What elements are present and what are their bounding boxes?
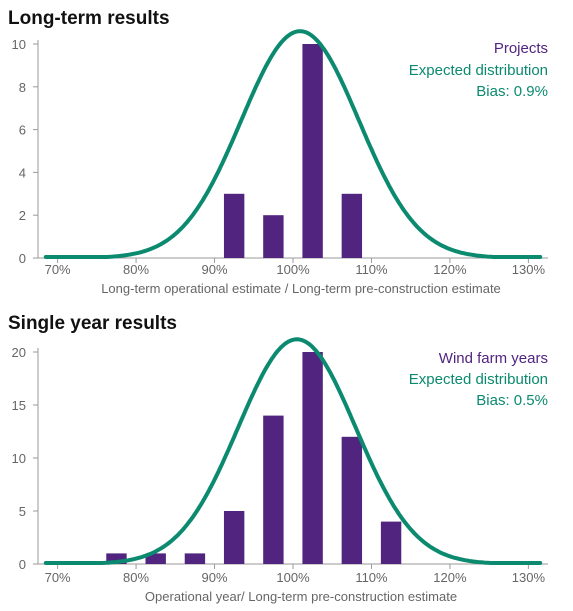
- bar: [341, 193, 363, 258]
- bar: [380, 521, 402, 564]
- legend-entry: Wind farm years: [439, 350, 548, 367]
- y-tick-label: 0: [19, 251, 26, 266]
- x-axis-label: Operational year/ Long-term pre-construc…: [145, 589, 457, 604]
- y-tick-label: 10: [12, 37, 26, 52]
- bar: [302, 352, 323, 564]
- y-tick-label: 2: [19, 208, 26, 223]
- y-tick-label: 6: [19, 123, 26, 138]
- legend-entry: Bias: 0.9%: [476, 83, 548, 100]
- y-tick-label: 15: [12, 398, 26, 413]
- chart-title: Single year results: [8, 313, 177, 334]
- bar: [184, 553, 206, 564]
- single-year-panel: Single year results 0 5 10 15 20 70% 80% 90% 100…: [0, 305, 573, 611]
- y-tick-label: 10: [12, 451, 26, 466]
- bar: [263, 415, 284, 564]
- x-tick-label: 110%: [355, 262, 388, 277]
- y-tick-label: 8: [19, 80, 26, 95]
- expected-distribution-curve: [43, 337, 543, 565]
- y-tick-label: 0: [19, 557, 26, 572]
- bar: [106, 553, 127, 564]
- x-tick-label: 70%: [45, 570, 71, 585]
- x-tick-label: 100%: [276, 262, 310, 277]
- chart-title: Long-term results: [8, 8, 170, 29]
- x-tick-label: 130%: [512, 570, 546, 585]
- x-tick-label: 120%: [433, 570, 467, 585]
- bar: [263, 215, 284, 258]
- x-tick-label: 120%: [433, 262, 467, 277]
- legend-entry: Bias: 0.5%: [476, 392, 548, 409]
- y-tick-label: 4: [19, 165, 26, 180]
- bar: [223, 511, 245, 564]
- legend-entry: Expected distribution: [409, 62, 548, 79]
- y-tick-label: 5: [19, 504, 26, 519]
- x-tick-label: 90%: [202, 570, 228, 585]
- bar: [223, 193, 245, 258]
- x-tick-label: 130%: [512, 262, 546, 277]
- long-term-chart: 0 2 4 6 8 10 70% 80% 90% 100% 110% 120% 130% Long-ter…: [12, 29, 548, 296]
- x-tick-label: 80%: [123, 570, 149, 585]
- y-tick-label: 20: [12, 345, 26, 360]
- legend-entry: Expected distribution: [409, 371, 548, 388]
- x-tick-label: 90%: [202, 262, 228, 277]
- x-tick-label: 100%: [276, 570, 310, 585]
- long-term-panel: Long-term results 0 2 4 6 8 10 70% 80% 90% 100% 11…: [0, 0, 573, 305]
- expected-distribution-curve: [43, 29, 543, 259]
- x-axis-label: Long-term operational estimate / Long-te…: [101, 281, 501, 296]
- legend-entry: Projects: [494, 40, 548, 57]
- x-tick-label: 110%: [355, 570, 388, 585]
- bar: [341, 436, 363, 564]
- single-year-chart: 0 5 10 15 20 70% 80% 90% 100% 110% 120% 130% Operati…: [12, 337, 548, 604]
- x-tick-label: 80%: [123, 262, 149, 277]
- bar: [302, 44, 323, 258]
- x-tick-label: 70%: [45, 262, 71, 277]
- bar: [145, 553, 166, 564]
